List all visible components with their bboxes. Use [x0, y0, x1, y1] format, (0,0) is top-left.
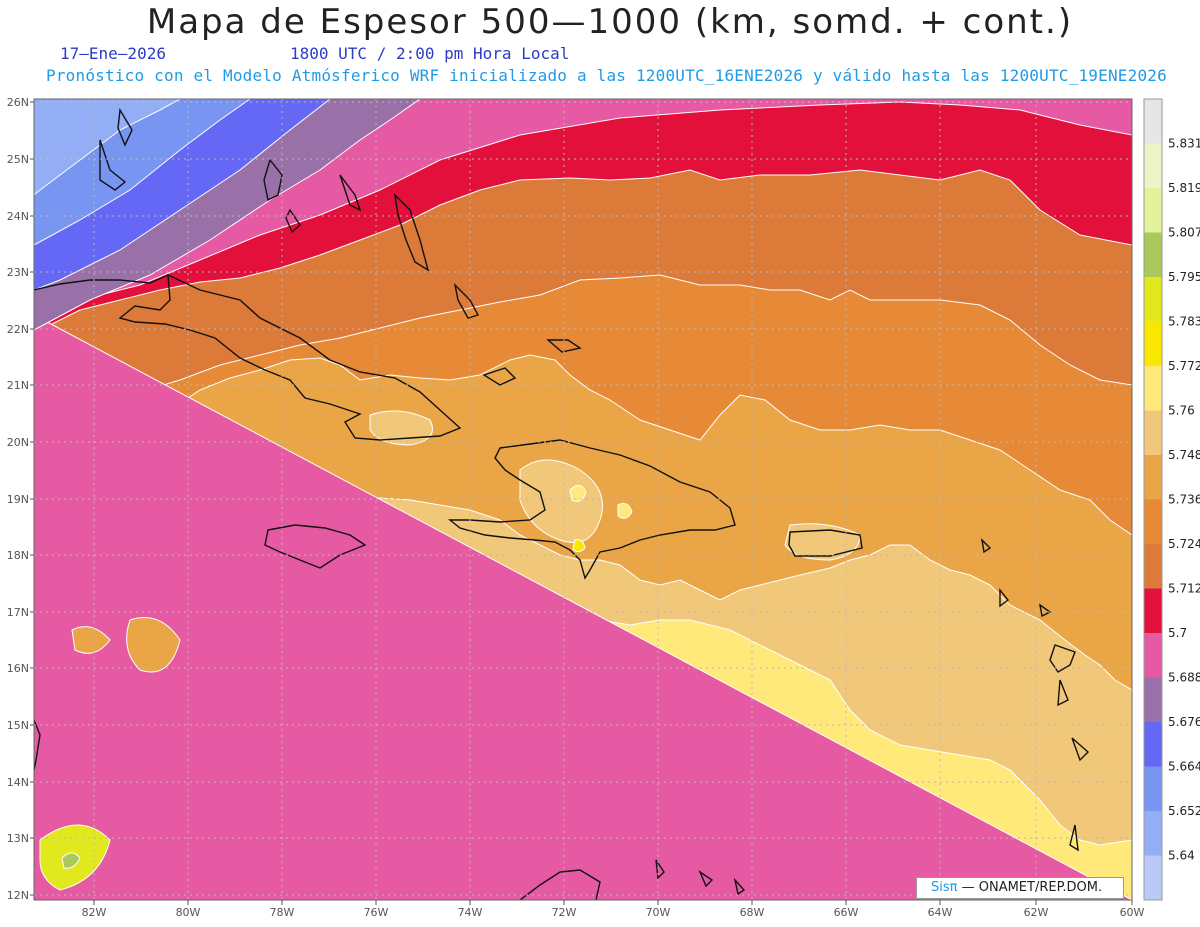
colorbar-swatch — [1144, 855, 1162, 901]
lat-label: 21N — [7, 379, 29, 392]
colorbar-frame — [1143, 98, 1163, 901]
lat-label: 22N — [7, 323, 29, 336]
lat-label: 14N — [7, 776, 29, 789]
colorbar-swatch — [1144, 143, 1162, 189]
lon-label: 60W — [1120, 906, 1145, 919]
colorbar-label: 5.7 — [1168, 626, 1187, 640]
lat-label: 26N — [7, 96, 29, 109]
lon-label: 66W — [834, 906, 859, 919]
colorbar-swatch — [1144, 588, 1162, 634]
colorbar-label: 5.819 — [1168, 181, 1200, 195]
colorbar-swatch — [1144, 722, 1162, 767]
colorbar-swatch — [1144, 321, 1162, 367]
lat-label: 19N — [7, 493, 29, 506]
forecast-note: Pronóstico con el Modelo Atmósferico WRF… — [46, 66, 1167, 85]
colorbar-label: 5.76 — [1168, 404, 1195, 418]
colorbar-label: 5.807 — [1168, 226, 1200, 240]
colorbar-swatch — [1144, 99, 1162, 144]
colorbar-label: 5.831 — [1168, 137, 1200, 151]
colorbar-swatch — [1144, 677, 1162, 723]
lon-label: 82W — [82, 906, 107, 919]
puerto-rico-coast — [788, 529, 863, 557]
colorbar-swatch — [1144, 633, 1162, 678]
lon-label: 72W — [552, 906, 577, 919]
lat-label: 17N — [7, 606, 29, 619]
lat-label: 15N — [7, 719, 29, 732]
lon-label: 68W — [740, 906, 765, 919]
lon-label: 74W — [458, 906, 483, 919]
colorbar-swatch — [1144, 811, 1162, 856]
lat-label: 13N — [7, 832, 29, 845]
lat-label: 18N — [7, 549, 29, 562]
lesser-antilles-coast — [980, 537, 1090, 892]
lat-label: 20N — [7, 436, 29, 449]
colorbar-swatch — [1144, 499, 1162, 545]
colorbar-label: 5.652 — [1168, 804, 1200, 818]
colorbar-label: 5.772 — [1168, 359, 1200, 373]
lon-label: 70W — [646, 906, 671, 919]
bahamas-coast — [99, 107, 582, 386]
colorbar-label: 5.664 — [1168, 760, 1200, 774]
colorbar-swatch — [1144, 766, 1162, 812]
contour-blob — [126, 617, 181, 673]
lon-label: 78W — [270, 906, 295, 919]
gridlines — [34, 99, 1132, 900]
colorbar-swatch — [1144, 544, 1162, 589]
contour-blob — [572, 539, 586, 553]
coastlines — [34, 107, 1090, 900]
colorbar: 5.831 5.819 5.807 5.795 5.783 5.772 5.76 5.748 5… — [1143, 98, 1200, 901]
lat-label: 12N — [7, 889, 29, 902]
colorbar-swatch — [1144, 366, 1162, 411]
lat-label: 23N — [7, 266, 29, 279]
contour-blob — [519, 459, 603, 543]
date-label: 17—Ene—2026 — [60, 44, 166, 63]
contour-blob — [61, 852, 81, 869]
lat-label: 24N — [7, 210, 29, 223]
lon-label: 64W — [928, 906, 953, 919]
colorbar-swatch — [1144, 188, 1162, 233]
colorbar-swatch — [1144, 410, 1162, 456]
cuba-west — [34, 274, 169, 291]
colorbar-swatch — [1144, 277, 1162, 322]
colorbar-swatch — [1144, 232, 1162, 278]
lon-label: 80W — [176, 906, 201, 919]
map-title: Mapa de Espesor 500—1000 (km, somd. + co… — [146, 2, 1074, 42]
hispaniola-coast — [448, 439, 736, 580]
south-america-coast — [519, 869, 601, 900]
credit-brand: Sisπ — [931, 880, 958, 895]
colorbar-label: 5.783 — [1168, 315, 1200, 329]
central-america-coast — [34, 719, 41, 771]
contour-blob — [569, 485, 587, 502]
lon-label: 76W — [364, 906, 389, 919]
lon-label: 62W — [1024, 906, 1049, 919]
colorbar-label: 5.64 — [1168, 849, 1195, 863]
time-label: 1800 UTC / 2:00 pm Hora Local — [290, 44, 570, 63]
cuba-coast — [118, 273, 462, 441]
credit-box: Sisπ — ONAMET/REP.DOM. — [916, 877, 1124, 899]
colorbar-swatch — [1144, 455, 1162, 500]
latitude-labels: 26N 25N 24N 23N 22N 21N 20N 19N 18N 17N 16N 15N 14N 1… — [7, 96, 34, 902]
colorbar-label: 5.748 — [1168, 448, 1200, 462]
colorbar-label: 5.676 — [1168, 715, 1200, 729]
contour-blob — [617, 503, 633, 519]
colorbar-label: 5.736 — [1168, 493, 1200, 507]
credit-org: — ONAMET/REP.DOM. — [961, 880, 1103, 895]
colorbar-label: 5.712 — [1168, 582, 1200, 596]
lat-label: 16N — [7, 662, 29, 675]
longitude-labels: 82W 80W 78W 76W 74W 72W 70W 68W 66W 64W 62W 60W — [82, 900, 1145, 919]
colorbar-label: 5.724 — [1168, 537, 1200, 551]
abc-islands — [655, 859, 746, 896]
contour-blob — [71, 626, 111, 654]
lat-label: 25N — [7, 153, 29, 166]
colorbar-label: 5.795 — [1168, 270, 1200, 284]
colorbar-label: 5.688 — [1168, 671, 1200, 685]
